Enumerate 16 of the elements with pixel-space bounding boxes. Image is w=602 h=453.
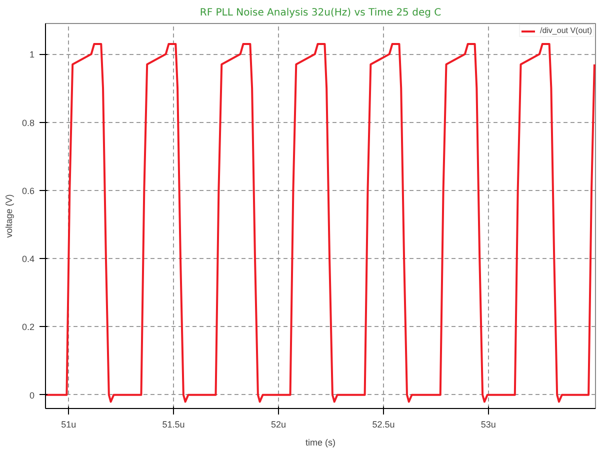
y-tick-label: 0.8 — [22, 118, 35, 128]
x-axis-title: time (s) — [306, 438, 336, 448]
y-tick-label: 0 — [29, 390, 35, 400]
y-tick-label: 0.2 — [22, 322, 35, 332]
x-tick-label: 53u — [480, 420, 496, 430]
x-tick-label: 52u — [271, 420, 286, 430]
x-tick-label: 51u — [61, 420, 76, 430]
x-tick-label: 52.5u — [372, 420, 395, 430]
legend-label: /div_out V(out) — [540, 26, 592, 35]
y-tick-label: 0.6 — [22, 186, 35, 196]
x-tick-label: 51.5u — [162, 420, 185, 430]
y-tick-label: 1 — [29, 50, 35, 60]
line-series — [46, 42, 596, 403]
y-axis-title: voltage (V) — [4, 194, 14, 238]
y-tick-label: 0.4 — [22, 254, 35, 264]
chart-title: RF PLL Noise Analysis 32u(Hz) vs Time 25 deg C — [200, 8, 442, 18]
